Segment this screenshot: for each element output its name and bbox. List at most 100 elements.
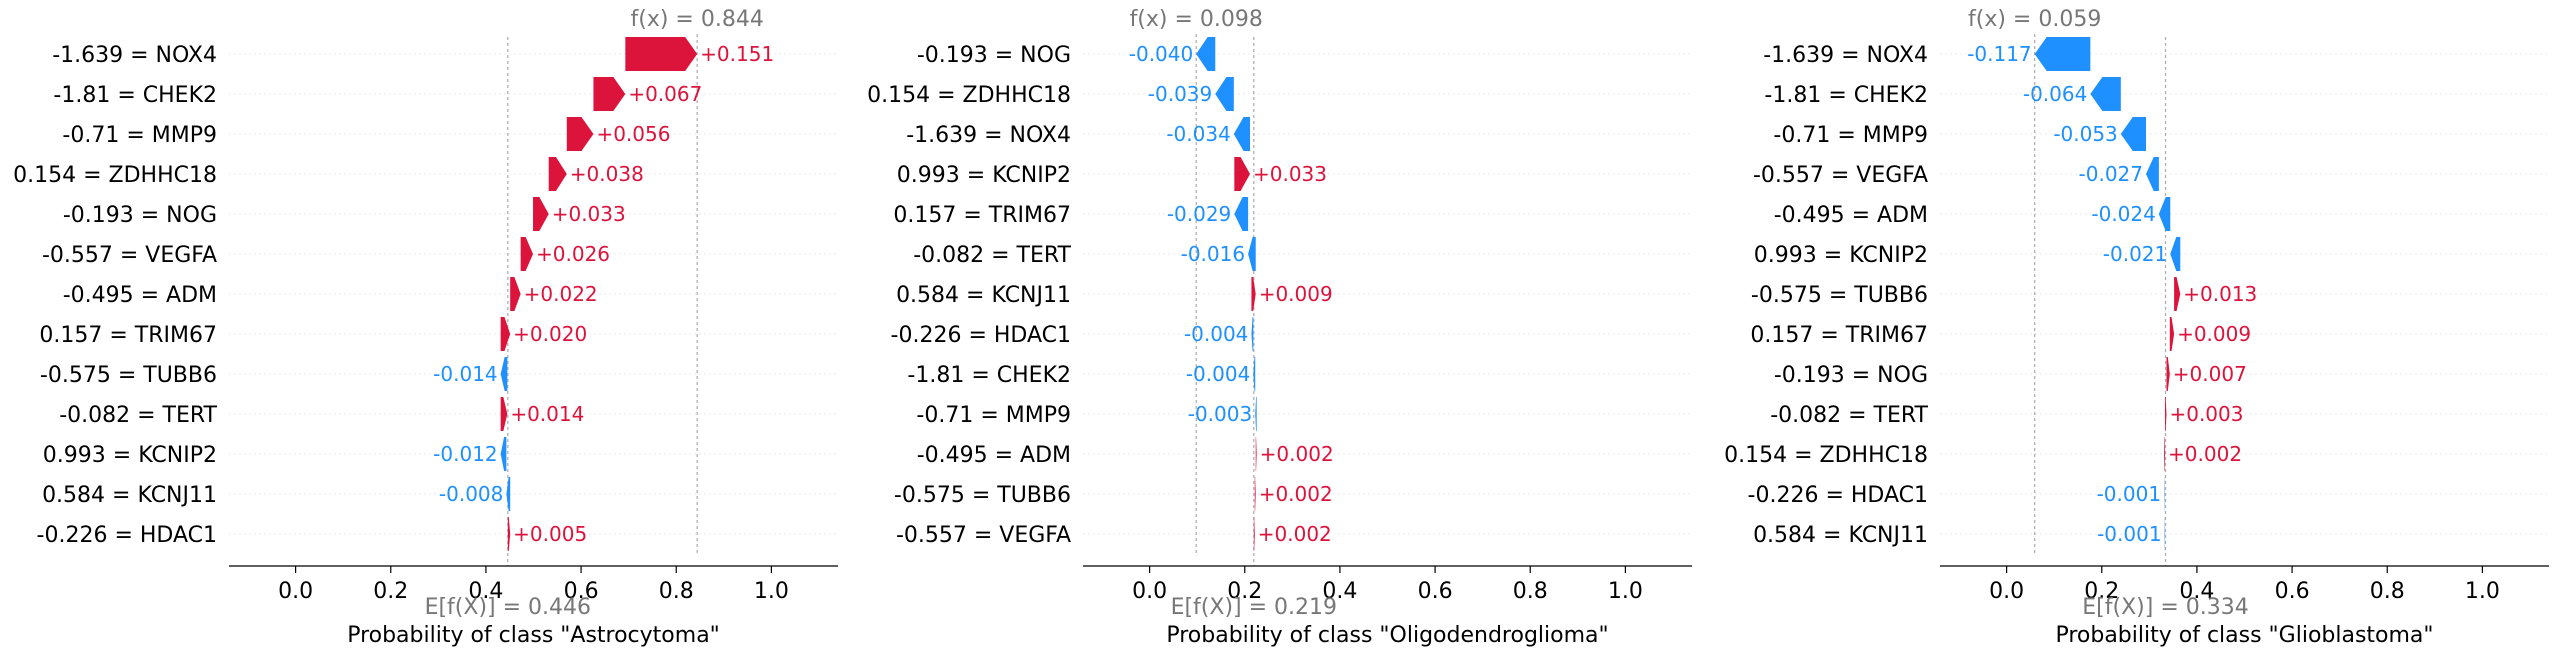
x-tick-label: 0.8 xyxy=(659,579,694,604)
contribution-value-label: +0.020 xyxy=(513,322,587,346)
contribution-value-label: -0.016 xyxy=(1181,242,1245,266)
contribution-value-label: -0.024 xyxy=(2091,202,2155,226)
contribution-value-label: -0.034 xyxy=(1166,122,1230,146)
positive-contribution-bar xyxy=(501,317,511,351)
contribution-value-label: -0.021 xyxy=(2103,242,2167,266)
feature-label: -0.226 = HDAC1 xyxy=(891,323,1071,348)
contribution-value-label: -0.012 xyxy=(433,442,497,466)
feature-label: 0.584 = KCNJ11 xyxy=(1753,523,1928,548)
contribution-value-label: -0.039 xyxy=(1148,82,1212,106)
positive-contribution-bar xyxy=(625,37,697,71)
feature-label: -0.557 = VEGFA xyxy=(42,243,217,268)
negative-contribution-bar xyxy=(1251,317,1253,351)
feature-label: -0.575 = TUBB6 xyxy=(40,363,217,388)
negative-contribution-bar xyxy=(1215,77,1234,111)
contribution-value-label: -0.029 xyxy=(1167,202,1231,226)
x-tick-label: 0.0 xyxy=(1989,579,2024,604)
feature-label: -0.495 = ADM xyxy=(63,283,217,308)
feature-label: -0.557 = VEGFA xyxy=(896,523,1071,548)
contribution-value-label: +0.002 xyxy=(2168,442,2242,466)
negative-contribution-bar xyxy=(506,477,510,511)
positive-contribution-bar xyxy=(2164,437,2165,471)
x-tick-label: 1.0 xyxy=(754,579,789,604)
feature-label: -0.226 = HDAC1 xyxy=(1748,483,1928,508)
contribution-value-label: +0.007 xyxy=(2173,362,2247,386)
feature-label: -0.495 = ADM xyxy=(1774,203,1928,228)
feature-label: -0.575 = TUBB6 xyxy=(894,483,1071,508)
feature-label: -1.81 = CHEK2 xyxy=(53,83,217,108)
contribution-value-label: +0.033 xyxy=(552,202,626,226)
feature-label: 0.993 = KCNIP2 xyxy=(897,163,1071,188)
negative-contribution-bar xyxy=(1255,397,1256,431)
x-tick-label: 0.8 xyxy=(1513,579,1548,604)
negative-contribution-bar xyxy=(2121,117,2146,151)
positive-contribution-bar xyxy=(521,237,533,271)
x-tick-label: 0.0 xyxy=(1132,579,1167,604)
contribution-value-label: +0.026 xyxy=(536,242,610,266)
contribution-value-label: -0.004 xyxy=(1186,362,1250,386)
contribution-value-label: +0.002 xyxy=(1258,522,1332,546)
contribution-value-label: +0.009 xyxy=(1259,282,1333,306)
negative-contribution-bar xyxy=(2035,37,2091,71)
negative-contribution-bar xyxy=(1248,237,1256,271)
negative-contribution-bar xyxy=(2159,197,2170,231)
feature-label: 0.584 = KCNJ11 xyxy=(896,283,1071,308)
feature-label: -0.226 = HDAC1 xyxy=(37,523,217,548)
contribution-value-label: -0.014 xyxy=(433,362,497,386)
feature-label: 0.584 = KCNJ11 xyxy=(42,483,217,508)
fx-label: f(x) = 0.098 xyxy=(1130,7,1263,32)
positive-contribution-bar xyxy=(1234,157,1250,191)
contribution-value-label: +0.005 xyxy=(513,522,587,546)
contribution-value-label: -0.040 xyxy=(1129,42,1193,66)
contribution-value-label: +0.056 xyxy=(596,122,670,146)
base-value-label: E[f(X)] = 0.334 xyxy=(2082,595,2248,620)
positive-contribution-bar xyxy=(2166,357,2169,391)
negative-contribution-bar xyxy=(501,437,507,471)
positive-contribution-bar xyxy=(2165,397,2166,431)
contribution-value-label: +0.002 xyxy=(1260,442,1334,466)
positive-contribution-bar xyxy=(533,197,549,231)
x-tick-label: 0.6 xyxy=(1418,579,1453,604)
x-tick-label: 0.0 xyxy=(278,579,313,604)
negative-contribution-bar xyxy=(1234,197,1248,231)
waterfall-panel-2: f(x) = 0.098-0.040-0.193 = NOG-0.0390.15… xyxy=(867,7,1692,648)
feature-label: -1.639 = NOX4 xyxy=(906,123,1071,148)
fx-label: f(x) = 0.059 xyxy=(1968,7,2101,32)
feature-label: -0.71 = MMP9 xyxy=(1773,123,1928,148)
feature-label: 0.157 = TRIM67 xyxy=(1750,323,1928,348)
contribution-value-label: +0.038 xyxy=(570,162,644,186)
positive-contribution-bar xyxy=(1251,277,1255,311)
negative-contribution-bar xyxy=(1196,37,1215,71)
negative-contribution-bar xyxy=(2090,77,2120,111)
base-value-label: E[f(X)] = 0.446 xyxy=(425,595,591,620)
feature-label: -0.193 = NOG xyxy=(1774,363,1928,388)
x-axis-title: Probability of class "Glioblastoma" xyxy=(2055,623,2433,648)
positive-contribution-bar xyxy=(1256,437,1257,471)
feature-label: -1.81 = CHEK2 xyxy=(907,363,1071,388)
feature-label: -0.082 = TERT xyxy=(913,243,1071,268)
feature-label: -0.71 = MMP9 xyxy=(916,403,1071,428)
x-tick-label: 1.0 xyxy=(1608,579,1643,604)
contribution-value-label: +0.002 xyxy=(1259,482,1333,506)
contribution-value-label: -0.001 xyxy=(2097,522,2161,546)
contribution-value-label: -0.053 xyxy=(2053,122,2117,146)
base-value-label: E[f(X)] = 0.219 xyxy=(1171,595,1337,620)
contribution-value-label: -0.001 xyxy=(2097,482,2161,506)
feature-label: -1.639 = NOX4 xyxy=(52,43,217,68)
contribution-value-label: +0.022 xyxy=(524,282,598,306)
positive-contribution-bar xyxy=(2174,277,2180,311)
x-tick-label: 0.6 xyxy=(2275,579,2310,604)
contribution-value-label: -0.117 xyxy=(1967,42,2031,66)
positive-contribution-bar xyxy=(593,77,625,111)
feature-label: -0.082 = TERT xyxy=(1770,403,1928,428)
feature-label: -0.193 = NOG xyxy=(63,203,217,228)
feature-label: -0.193 = NOG xyxy=(917,43,1071,68)
x-tick-label: 0.8 xyxy=(2370,579,2405,604)
contribution-value-label: -0.004 xyxy=(1184,322,1248,346)
feature-label: 0.993 = KCNIP2 xyxy=(1754,243,1928,268)
positive-contribution-bar xyxy=(510,277,520,311)
contribution-value-label: -0.064 xyxy=(2023,82,2087,106)
contribution-value-label: -0.008 xyxy=(439,482,503,506)
negative-contribution-bar xyxy=(1234,117,1250,151)
